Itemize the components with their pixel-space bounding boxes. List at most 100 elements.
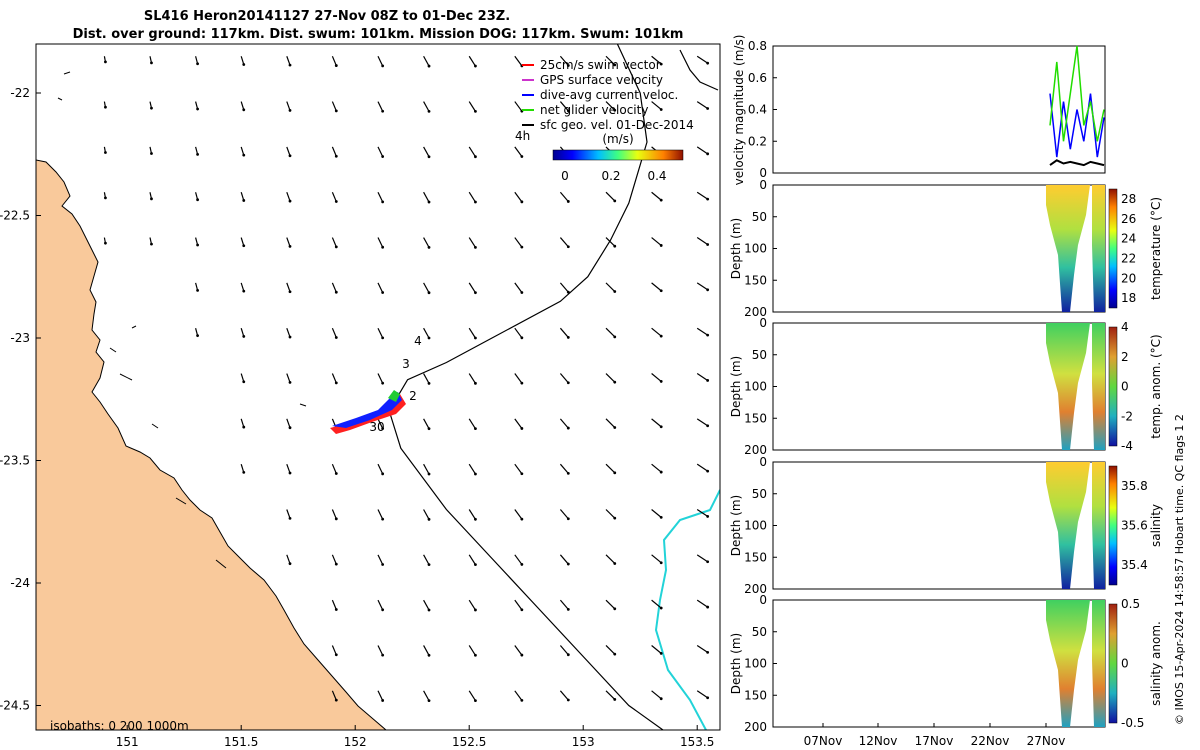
sfc-vector-head <box>474 653 477 657</box>
sfc-vector-head <box>242 380 246 384</box>
map-ytick-label-3: -23.5 <box>0 454 30 468</box>
sfc-vector <box>423 282 430 293</box>
sfc-vector-head <box>566 607 570 611</box>
salinity-anom-ytick-label-3: 150 <box>744 688 767 702</box>
sfc-vector-head <box>196 198 199 202</box>
sfc-vector <box>240 373 245 382</box>
sfc-vector <box>696 509 708 517</box>
sfc-vector-head <box>613 290 617 293</box>
sfc-vector <box>605 599 616 610</box>
sfc-vector-head <box>520 291 524 294</box>
velocity-panel: 0 0.2 0.4 0.6 0.8 velocity magnitude (m/s) <box>732 35 1106 186</box>
sfc-vector <box>514 146 523 157</box>
glider-vector-cluster <box>330 390 406 434</box>
sfc-vector-head <box>566 653 570 657</box>
map-xtick-label-2: 152 <box>344 735 367 749</box>
colorbar-tick-0: 0 <box>561 169 569 183</box>
sfc-vector-head <box>242 199 246 202</box>
temp-anom-cbar-label: temp. anom. (°C) <box>1149 334 1163 438</box>
sfc-vector-head <box>427 699 431 703</box>
salinity-anom-ylabel: Depth (m) <box>729 633 743 694</box>
sfc-vector-head <box>104 151 107 154</box>
sfc-vector <box>377 191 384 203</box>
sfc-vector-head <box>474 517 477 521</box>
sfc-vector-head <box>242 108 246 112</box>
sfc-vector-head <box>566 109 570 113</box>
sfc-vector <box>651 55 662 65</box>
sfc-vector-head <box>474 291 477 295</box>
sfc-vector <box>240 463 245 473</box>
sfc-vector <box>514 237 523 248</box>
sfc-vector-head <box>706 605 710 609</box>
sfc-vector <box>240 56 245 65</box>
legend-label-2: dive-avg current veloc. <box>540 88 678 102</box>
sfc-vector <box>331 237 337 248</box>
sfc-vector <box>377 282 384 293</box>
sfc-vector-head <box>613 426 617 429</box>
sfc-vector-head <box>659 289 663 293</box>
sfc-vector-head <box>474 155 477 159</box>
sfc-vector-head <box>706 288 710 292</box>
sfc-vector-head <box>613 471 617 475</box>
sfc-vector <box>559 373 569 384</box>
sfc-vector <box>559 463 569 474</box>
sfc-vector <box>605 55 616 66</box>
sfc-vector-head <box>381 517 385 521</box>
sfc-vector-head <box>474 200 477 204</box>
panel-salinity: 0 50 100 150 200 Depth (m) 35.8 35.6 35.4salinit… <box>729 455 1163 596</box>
salinity-cbar-tick-1: 35.6 <box>1121 519 1148 533</box>
sfc-vector-head <box>104 241 107 245</box>
sfc-vector <box>377 327 384 339</box>
temp-anom-ytick-label-4: 200 <box>744 443 767 457</box>
sfc-vector <box>377 599 384 611</box>
map-axes: 151 151.5 152 152.5 153 153.5 -22 -22.5 -23 -23.5… <box>0 86 714 749</box>
sfc-vector <box>514 599 523 611</box>
sfc-vector-head <box>381 245 385 249</box>
sfc-vector-head <box>196 334 199 338</box>
colorbar-title: (m/s) <box>602 132 633 146</box>
sfc-vector-head <box>196 107 199 111</box>
sfc-vector <box>331 373 337 384</box>
sfc-vector <box>240 237 245 246</box>
sfc-vector-head <box>520 427 524 430</box>
sfc-vector-head <box>288 562 292 566</box>
sfc-vector-head <box>659 606 663 610</box>
sfc-vector <box>559 418 569 429</box>
sfc-vector <box>696 101 708 110</box>
sfc-vector-head <box>520 155 524 158</box>
sfc-vector <box>286 373 291 383</box>
sfc-vector <box>514 509 523 520</box>
sfc-vector <box>240 101 245 110</box>
temp-anom-cbar-tick-1: 2 <box>1121 350 1129 364</box>
sfc-vector-head <box>659 108 663 111</box>
sfc-vector <box>605 554 616 564</box>
sfc-vector <box>377 55 384 67</box>
sfc-vector-head <box>613 562 617 565</box>
sfc-vector-head <box>288 471 292 475</box>
salinity-anom-cbar-tick-1: 0 <box>1121 657 1129 671</box>
sfc-vector <box>651 282 662 292</box>
sfc-vector-head <box>659 470 663 474</box>
sfc-vector-head <box>613 108 617 112</box>
sfc-vector-head <box>427 608 431 612</box>
sfc-vector-head <box>334 200 338 203</box>
sfc-vector <box>651 101 662 110</box>
salinity-anom-profile-left <box>1046 600 1090 727</box>
sfc-vector-head <box>613 335 617 339</box>
sfc-vector-head <box>659 198 663 202</box>
velocity-ylabel: velocity magnitude (m/s) <box>732 35 746 186</box>
sfc-vector <box>423 690 430 701</box>
sfc-vector-head <box>150 197 153 201</box>
sfc-vector <box>240 192 245 201</box>
sfc-vector-head <box>659 244 663 247</box>
temp-anom-ylabel: Depth (m) <box>729 356 743 417</box>
sfc-vector-head <box>474 336 477 340</box>
sfc-vector <box>468 645 476 656</box>
sfc-vector-head <box>427 472 431 476</box>
sfc-vector <box>468 463 476 475</box>
sfc-vector-head <box>706 469 710 473</box>
sfc-vector-head <box>659 334 663 338</box>
sfc-vector-head <box>520 381 524 385</box>
time-axis: 07Nov 12Nov 17Nov 22Nov 27Nov <box>804 723 1065 748</box>
sfc-vector <box>423 373 430 384</box>
